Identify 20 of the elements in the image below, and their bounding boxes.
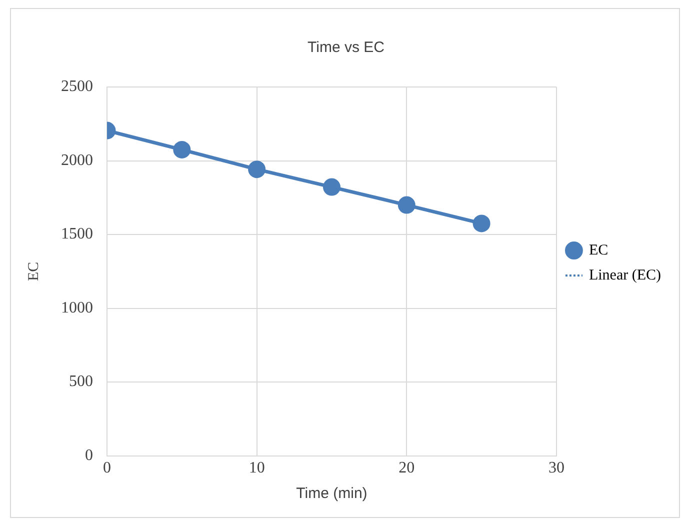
x-axis-title: Time (min) — [296, 485, 368, 502]
point — [322, 178, 340, 196]
y-tick-label: 2000 — [61, 152, 93, 169]
x-tick-label: 20 — [398, 460, 415, 477]
point — [472, 214, 490, 232]
legend-label: Linear (EC) — [588, 267, 662, 284]
y-tick-label: 1500 — [61, 226, 93, 243]
x-tick-label: 10 — [248, 460, 265, 477]
y-tick-label: 500 — [69, 373, 93, 390]
y-axis-title: EC — [26, 262, 42, 281]
y-tick-label: 0 — [85, 447, 93, 464]
y-tick-label: 2500 — [61, 78, 93, 96]
legend-label: EC — [588, 242, 608, 258]
point — [398, 196, 416, 214]
x-tick-label: 0 — [103, 460, 111, 477]
point — [173, 140, 191, 158]
chart-title: Time vs EC — [308, 39, 385, 56]
y-tick-label: 1000 — [61, 299, 93, 316]
x-tick-label: 30 — [548, 460, 564, 477]
point — [248, 160, 266, 178]
